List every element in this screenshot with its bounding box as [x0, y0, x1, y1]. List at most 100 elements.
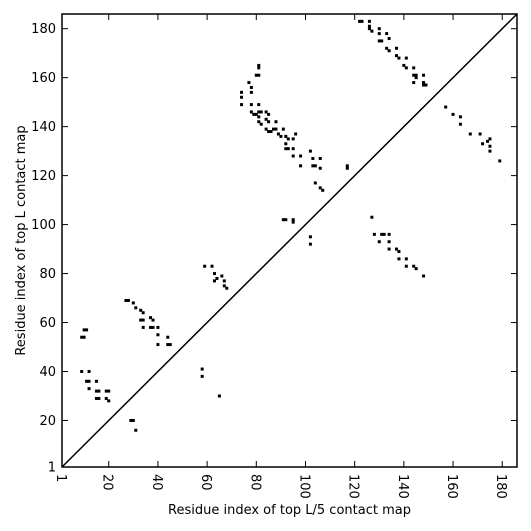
contact-point	[372, 232, 376, 236]
contact-point	[308, 242, 312, 246]
contact-point	[222, 284, 226, 288]
contact-point	[284, 142, 288, 146]
contact-point	[291, 147, 295, 151]
contact-point	[311, 156, 315, 160]
contact-point	[424, 83, 428, 87]
contact-point	[129, 418, 133, 422]
contact-point	[458, 122, 462, 126]
contact-point	[404, 257, 408, 261]
contact-point	[422, 274, 426, 278]
y-tick-label: 140	[31, 120, 56, 135]
x-tick-label: 1	[53, 474, 68, 482]
contact-point	[318, 156, 322, 160]
contact-point	[240, 90, 244, 94]
contact-point	[481, 142, 485, 146]
contact-point	[141, 318, 145, 322]
contact-point	[291, 218, 295, 222]
x-tick-label: 60	[198, 474, 213, 491]
contact-point	[274, 127, 278, 131]
contact-point	[380, 232, 384, 236]
y-tick-label: 1	[48, 461, 56, 476]
plot-frame	[61, 13, 518, 468]
contact-point	[291, 137, 295, 141]
contact-point	[249, 103, 253, 107]
y-tick-label: 180	[31, 22, 56, 37]
y-tick-label: 160	[31, 71, 56, 86]
contact-point	[257, 110, 261, 114]
contact-point	[345, 164, 349, 168]
contact-point	[87, 370, 91, 373]
contact-point	[131, 418, 135, 422]
contact-point	[394, 54, 398, 58]
contact-point	[488, 137, 492, 141]
contact-point	[240, 95, 244, 99]
contact-point	[299, 164, 303, 168]
contact-point	[220, 274, 224, 278]
x-tick-label: 100	[296, 474, 311, 499]
contact-point	[367, 19, 371, 23]
contact-point	[254, 73, 258, 77]
contact-point	[387, 247, 391, 251]
x-axis-ticks: 1 20 40 60 80 100 120 140 160 180	[53, 14, 508, 499]
contact-point	[215, 276, 219, 280]
contact-point	[249, 85, 253, 89]
contact-point	[141, 325, 145, 329]
contact-point	[367, 24, 371, 28]
contact-point	[281, 127, 285, 131]
contact-point	[85, 379, 89, 383]
contact-point	[284, 147, 288, 151]
contact-point	[370, 215, 374, 219]
contact-point	[412, 81, 416, 85]
x-axis-title: Residue index of top L/5 contact map	[168, 503, 411, 518]
contact-point	[404, 66, 408, 70]
contact-point	[274, 120, 278, 124]
contact-point	[254, 112, 258, 116]
contact-point	[286, 137, 290, 141]
contact-point	[257, 63, 261, 67]
contact-point	[284, 134, 288, 138]
contact-point	[97, 396, 101, 400]
contact-point	[107, 399, 111, 403]
contact-point	[291, 154, 295, 158]
contact-point	[313, 181, 317, 185]
contact-point	[166, 335, 170, 339]
contact-point	[281, 218, 285, 222]
y-axis-title: Residue index of top L contact map	[14, 125, 29, 355]
contact-point	[168, 343, 172, 347]
contact-point	[151, 318, 155, 322]
points-layer	[80, 19, 502, 432]
y-tick-label: 20	[39, 414, 56, 429]
contact-point	[318, 166, 322, 170]
contact-point	[458, 115, 462, 119]
contact-point	[360, 19, 364, 23]
contact-point	[97, 389, 101, 393]
contact-point	[367, 27, 371, 31]
contact-point	[267, 112, 271, 116]
contact-point	[402, 63, 406, 67]
contact-point	[412, 73, 416, 77]
contact-point	[200, 367, 204, 371]
contact-point	[385, 46, 389, 50]
contact-point	[279, 134, 283, 138]
contact-point	[141, 311, 145, 315]
contact-point	[422, 83, 426, 87]
contact-point	[134, 428, 138, 432]
x-tick-label: 40	[149, 474, 164, 491]
contact-point	[345, 166, 349, 170]
contact-point	[249, 90, 253, 94]
contact-point	[126, 298, 130, 302]
contact-point	[308, 235, 312, 239]
contact-point	[377, 27, 381, 31]
contact-point	[451, 112, 455, 116]
contact-point	[252, 112, 256, 116]
contact-point	[377, 240, 381, 244]
contact-point	[149, 316, 153, 320]
x-tick-label: 120	[346, 474, 361, 499]
contact-point	[488, 149, 492, 153]
contact-point	[259, 110, 263, 114]
contact-point	[414, 76, 418, 80]
contact-point	[498, 159, 502, 163]
contact-point	[387, 36, 391, 40]
contact-point	[94, 389, 98, 393]
